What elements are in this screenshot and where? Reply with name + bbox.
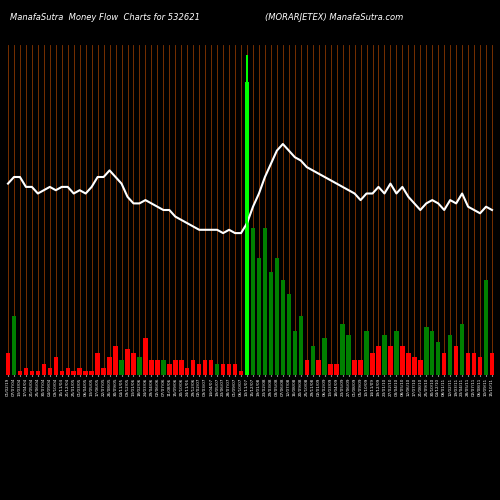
Bar [370,353,374,375]
Bar [161,360,166,375]
Bar [108,356,112,375]
Bar [173,360,178,375]
Bar [442,353,446,375]
Bar [131,353,136,375]
Bar [364,331,369,375]
Bar [227,364,232,375]
Bar [400,346,404,375]
Bar [310,346,315,375]
Bar [262,228,267,375]
Bar [340,324,345,375]
Bar [346,334,351,375]
Bar [197,364,202,375]
Text: (MORARJETEX) ManafaSutra.com: (MORARJETEX) ManafaSutra.com [265,12,403,22]
Bar [66,368,70,375]
Bar [466,353,470,375]
Bar [12,316,16,375]
Bar [246,55,248,375]
Bar [72,372,76,375]
Bar [18,372,22,375]
Bar [42,364,46,375]
Bar [304,360,309,375]
Bar [6,353,10,375]
Bar [334,364,339,375]
Bar [406,353,410,375]
Bar [143,338,148,375]
Bar [126,350,130,375]
Bar [102,368,106,375]
Bar [48,368,52,375]
Bar [322,338,327,375]
Bar [268,272,273,375]
Bar [382,334,386,375]
Bar [60,372,64,375]
Bar [478,356,482,375]
Bar [90,372,94,375]
Bar [209,360,214,375]
Bar [376,346,380,375]
Bar [298,316,303,375]
Bar [388,346,392,375]
Bar [484,280,488,375]
Bar [185,368,190,375]
Bar [292,331,297,375]
Bar [114,346,118,375]
Bar [167,364,172,375]
Bar [352,360,357,375]
Bar [149,360,154,375]
Bar [245,82,250,375]
Bar [191,360,196,375]
Bar [84,372,88,375]
Bar [286,294,291,375]
Bar [215,364,220,375]
Bar [448,334,452,375]
Bar [54,356,58,375]
Bar [30,372,34,375]
Bar [454,346,458,375]
Bar [250,228,255,375]
Bar [424,328,428,375]
Bar [233,364,237,375]
Bar [394,331,398,375]
Bar [203,360,207,375]
Bar [137,356,141,375]
Bar [472,353,476,375]
Bar [155,360,160,375]
Bar [96,353,100,375]
Bar [179,360,184,375]
Bar [412,356,416,375]
Bar [280,280,285,375]
Bar [36,372,40,375]
Bar [418,360,422,375]
Bar [221,364,226,375]
Bar [328,364,333,375]
Bar [436,342,440,375]
Bar [24,368,28,375]
Bar [316,360,321,375]
Bar [120,360,124,375]
Bar [256,258,261,375]
Bar [78,368,82,375]
Text: ManafaSutra  Money Flow  Charts for 532621: ManafaSutra Money Flow Charts for 532621 [10,12,200,22]
Bar [430,331,434,375]
Bar [358,360,363,375]
Bar [274,258,279,375]
Bar [239,372,244,375]
Bar [460,324,464,375]
Bar [490,353,494,375]
